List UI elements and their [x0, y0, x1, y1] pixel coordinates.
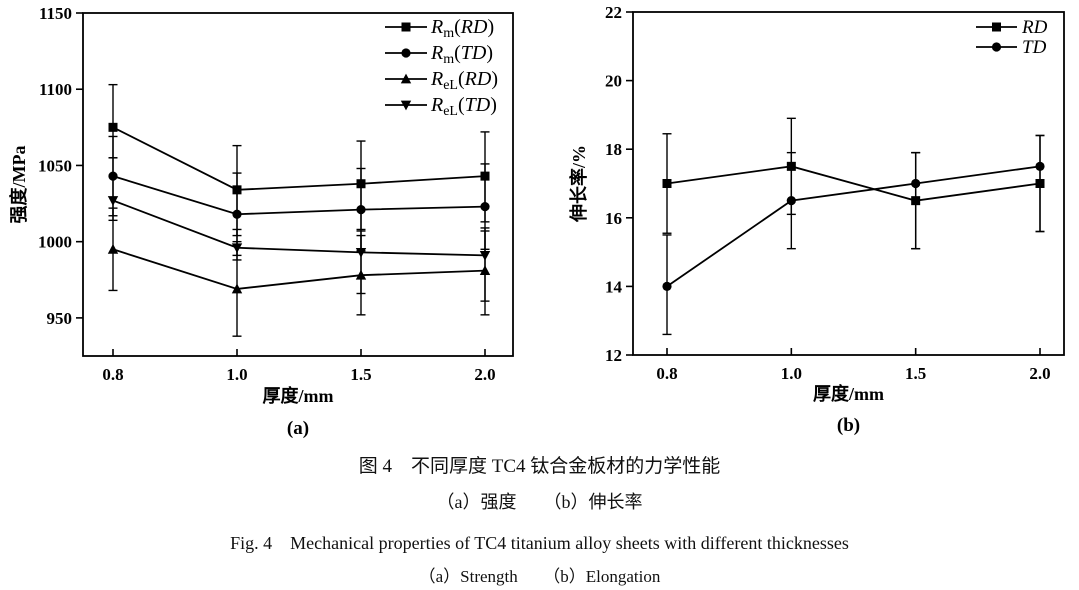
legend-item-Rm(RD): Rm(RD) — [385, 16, 494, 41]
x-axis: 0.8 1.0 1.5 2.0 — [656, 348, 1051, 383]
plot-border — [632, 11, 1065, 356]
legend-label: Rm(TD) — [430, 42, 493, 67]
x-axis-title: 厚度/mm — [813, 383, 884, 404]
x-tick-label: 1.5 — [350, 365, 371, 384]
x-tick-label: 1.5 — [905, 364, 926, 383]
square-marker — [480, 171, 490, 181]
square-marker — [662, 179, 672, 188]
legend-label: TD — [1022, 37, 1047, 58]
square-marker — [108, 122, 118, 132]
circle-marker — [991, 42, 1002, 52]
y-tick-label: 1100 — [39, 80, 72, 99]
series-line-ReL(TD) — [112, 199, 486, 257]
y-tick-label: 1050 — [38, 156, 72, 175]
circle-marker — [1035, 161, 1045, 171]
y-tick-label: 14 — [605, 277, 623, 296]
x-tick-label: 0.8 — [102, 365, 123, 384]
triangle-down-marker — [479, 250, 491, 261]
y-axis-title: 强度/MPa — [8, 146, 29, 224]
series-line-Rm(TD) — [112, 175, 486, 216]
series-markers-Rm(RD) — [108, 122, 490, 195]
square-marker — [911, 196, 921, 206]
plot-border — [82, 12, 514, 357]
x-tick-label: 0.8 — [656, 364, 677, 383]
series-markers-TD — [662, 161, 1045, 291]
caption-zh-subtitle: （a）强度 （b）伸长率 — [436, 492, 643, 512]
square-marker — [232, 185, 242, 195]
triangle-down-marker — [355, 247, 367, 258]
y-tick-label: 1000 — [38, 233, 72, 252]
y-tick-label: 12 — [605, 346, 622, 365]
legend-label: Rm(RD) — [430, 16, 494, 41]
square-marker — [356, 179, 366, 189]
circle-marker — [662, 281, 672, 291]
triangle-up-marker — [400, 73, 412, 84]
x-axis-title: 厚度/mm — [263, 385, 334, 406]
legend-item-RD: RD — [976, 17, 1048, 38]
x-tick-label: 2.0 — [474, 365, 495, 384]
series-markers-Rm(TD) — [108, 171, 490, 219]
caption-en-subtitle: （a）Strength （b）Elongation — [418, 567, 661, 586]
series-markers-RD — [662, 161, 1045, 206]
chart-strength: 950 1000 1050 1100 1150 0.8 1.0 1.5 2.0 厚度/mm (a) 强… — [8, 4, 514, 439]
panel-label: (a) — [287, 418, 309, 439]
legend-item-ReL(RD): ReL(RD) — [385, 68, 498, 93]
circle-marker — [786, 196, 796, 206]
series-line-RD — [666, 165, 1041, 202]
y-tick-label: 20 — [605, 72, 622, 91]
legend: Rm(RD)Rm(TD)ReL(RD)ReL(TD) — [385, 16, 498, 119]
triangle-down-marker — [231, 243, 243, 254]
y-tick-label: 950 — [47, 309, 73, 328]
legend-item-ReL(TD): ReL(TD) — [385, 94, 497, 119]
y-axis-title: 伸长率/% — [568, 145, 589, 223]
x-tick-label: 1.0 — [226, 365, 247, 384]
legend-label: ReL(RD) — [430, 68, 498, 93]
triangle-up-marker — [479, 265, 491, 276]
legend-label: RD — [1021, 17, 1048, 38]
series-line-ReL(RD) — [112, 248, 486, 290]
circle-marker — [401, 48, 411, 58]
legend-item-Rm(TD): Rm(TD) — [385, 42, 493, 67]
y-tick-label: 22 — [605, 3, 622, 22]
triangle-down-marker — [107, 196, 119, 206]
error-bars-TD — [662, 134, 1045, 336]
series-markers-ReL(TD) — [107, 196, 491, 261]
series-line-Rm(RD) — [112, 126, 486, 191]
error-bars-ReL(TD) — [108, 157, 490, 302]
triangle-up-marker — [231, 283, 243, 294]
series-line-TD — [666, 165, 1041, 288]
circle-marker — [356, 205, 366, 215]
caption-zh-title: 图 4 不同厚度 TC4 钛合金板材的力学性能 — [358, 456, 721, 477]
triangle-up-marker — [107, 243, 119, 254]
figure-captions: 图 4 不同厚度 TC4 钛合金板材的力学性能 （a）强度 （b）伸长率 Fig… — [0, 448, 1079, 589]
circle-marker — [108, 171, 118, 181]
y-tick-label: 1150 — [39, 4, 72, 23]
circle-marker — [480, 202, 490, 212]
x-tick-label: 1.0 — [781, 364, 802, 383]
charts-row: 950 1000 1050 1100 1150 0.8 1.0 1.5 2.0 厚度/mm (a) 强… — [8, 3, 1065, 439]
triangle-up-marker — [355, 269, 367, 280]
chart-elongation: 12 14 16 18 20 22 0.8 1.0 1.5 2.0 厚度/mm (b) 伸长率/% RDT… — [568, 3, 1065, 436]
square-marker — [992, 22, 1001, 32]
x-axis: 0.8 1.0 1.5 2.0 — [102, 349, 496, 384]
caption-en-title: Fig. 4 Mechanical properties of TC4 tita… — [230, 533, 849, 553]
y-axis: 12 14 16 18 20 22 — [605, 3, 633, 365]
square-marker — [1035, 179, 1045, 188]
y-axis: 950 1000 1050 1100 1150 — [38, 4, 83, 328]
circle-marker — [911, 178, 921, 189]
x-tick-label: 2.0 — [1029, 364, 1050, 383]
triangle-down-marker — [400, 100, 412, 111]
circle-marker — [232, 209, 242, 219]
legend-item-TD: TD — [976, 37, 1047, 58]
square-marker — [401, 22, 411, 32]
series-markers-ReL(RD) — [107, 243, 491, 294]
panel-label: (b) — [837, 415, 860, 436]
square-marker — [786, 161, 796, 171]
y-tick-label: 16 — [605, 209, 622, 228]
legend-label: ReL(TD) — [430, 94, 497, 119]
y-tick-label: 18 — [605, 140, 622, 159]
